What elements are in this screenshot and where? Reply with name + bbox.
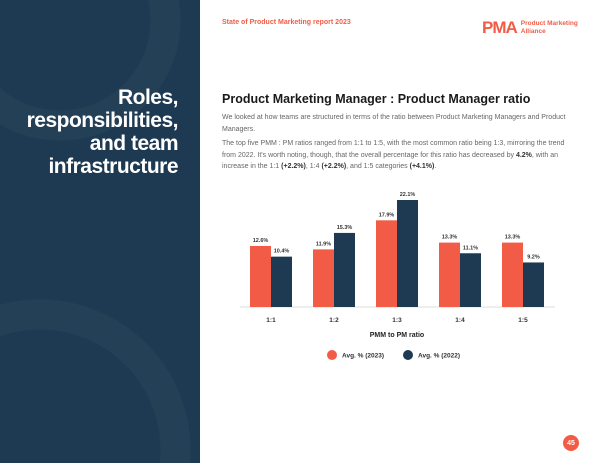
logo-text: Product Marketing Alliance [520, 20, 578, 35]
intro-paragraph: We looked at how teams are structured in… [222, 114, 566, 133]
data-label: 15.3% [337, 225, 353, 231]
section-panel: Roles, responsibilities, and team infras… [0, 0, 200, 463]
legend-label: Avg. % (2022) [418, 353, 460, 360]
data-label: 13.3% [442, 235, 458, 241]
data-label: 10.4% [274, 249, 290, 255]
section-title-line: infrastructure [48, 155, 178, 178]
bar [523, 262, 544, 307]
bar [439, 242, 460, 307]
report-title: State of Product Marketing report 2023 [222, 19, 351, 26]
section-title-line: Roles, [117, 86, 179, 109]
x-axis-title: PMM to PM ratio [370, 332, 424, 339]
section-title-line: responsibilities, [26, 109, 179, 132]
x-tick-label: 1:1 [266, 317, 276, 324]
summary-paragraph: The top five PMM : PM ratios ranged from… [222, 140, 565, 170]
bar [376, 220, 397, 307]
legend-marker [327, 350, 337, 360]
bar [250, 245, 271, 307]
bar [271, 256, 292, 307]
pma-logo: PMA Product Marketing Alliance [482, 18, 578, 38]
data-label: 22.1% [400, 192, 416, 198]
data-label: 11.9% [316, 241, 331, 247]
legend-label: Avg. % (2023) [342, 353, 384, 360]
x-tick-label: 1:2 [329, 317, 339, 324]
legend-marker [403, 350, 413, 360]
x-tick-label: 1:3 [392, 317, 402, 324]
bar [502, 242, 523, 307]
chart-heading: Product Marketing Manager : Product Mana… [222, 92, 531, 106]
section-title: Roles, responsibilities, and team infras… [26, 86, 179, 178]
bar [460, 253, 481, 307]
bar [397, 200, 418, 307]
data-label: 13.3% [505, 235, 521, 241]
logo-mark: PMA [482, 18, 518, 37]
page-number: 45 [563, 435, 579, 451]
data-label: 11.1% [463, 245, 478, 251]
section-title-line: and team [89, 132, 179, 155]
data-label: 17.9% [379, 212, 395, 218]
x-tick-label: 1:5 [518, 317, 528, 324]
bar [334, 232, 355, 307]
x-tick-label: 1:4 [455, 317, 465, 324]
data-label: 12.6% [253, 238, 269, 244]
bar [313, 249, 334, 307]
data-label: 9.2% [527, 254, 540, 260]
